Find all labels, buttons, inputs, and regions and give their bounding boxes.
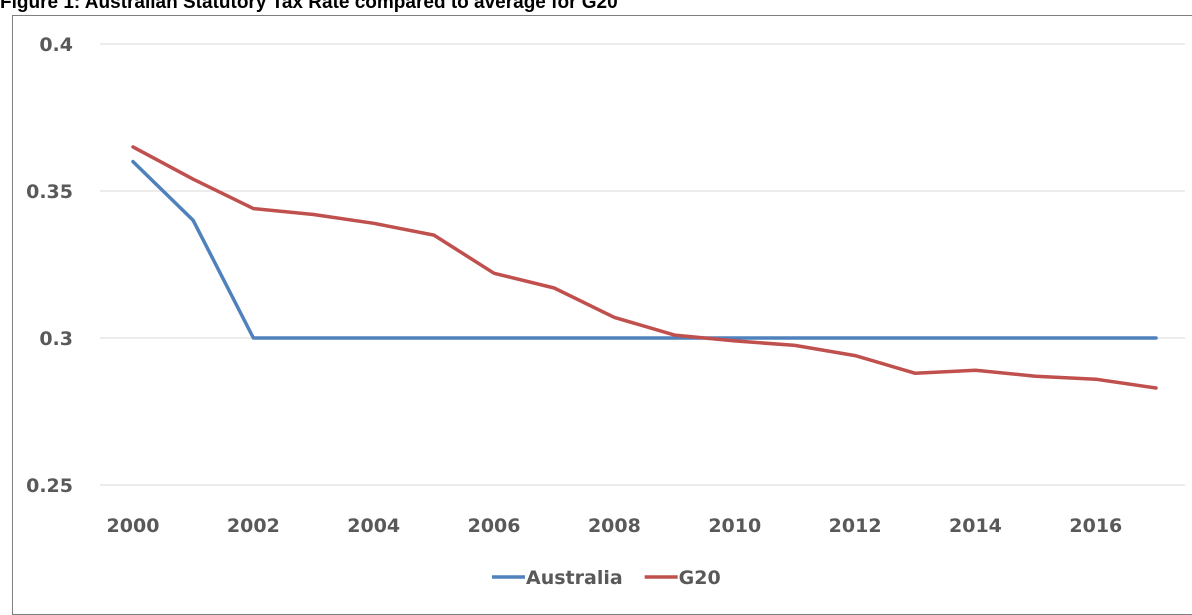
x-tick-label: 2014 bbox=[949, 515, 1002, 537]
series-lines bbox=[131, 145, 1158, 390]
legend-label-g20: G20 bbox=[679, 567, 721, 589]
x-tick-label: 2016 bbox=[1069, 515, 1122, 537]
gridlines bbox=[100, 43, 1185, 486]
x-tick-label: 2004 bbox=[347, 515, 400, 537]
series-line-australia bbox=[131, 159, 1158, 340]
legend: Australia G20 bbox=[492, 567, 721, 589]
x-tick-label: 2008 bbox=[588, 515, 641, 537]
y-axis-ticks: 0.25 0.3 0.35 0.4 bbox=[26, 34, 73, 497]
y-tick-label: 0.4 bbox=[39, 34, 73, 56]
x-tick-label: 2000 bbox=[107, 515, 160, 537]
legend-label-australia: Australia bbox=[526, 567, 623, 589]
x-tick-label: 2012 bbox=[829, 515, 882, 537]
y-tick-label: 0.3 bbox=[39, 328, 73, 350]
series-line-g20 bbox=[131, 145, 1158, 390]
chart-title: Figure 1: Australian Statutory Tax Rate … bbox=[0, 0, 618, 13]
x-axis-ticks: 2000 2002 2004 2006 2008 2010 2012 2014 2016 bbox=[107, 515, 1123, 537]
y-tick-label: 0.25 bbox=[26, 475, 73, 497]
x-tick-label: 2010 bbox=[708, 515, 761, 537]
x-tick-label: 2002 bbox=[227, 515, 280, 537]
x-tick-label: 2006 bbox=[468, 515, 521, 537]
y-tick-label: 0.35 bbox=[26, 181, 73, 203]
